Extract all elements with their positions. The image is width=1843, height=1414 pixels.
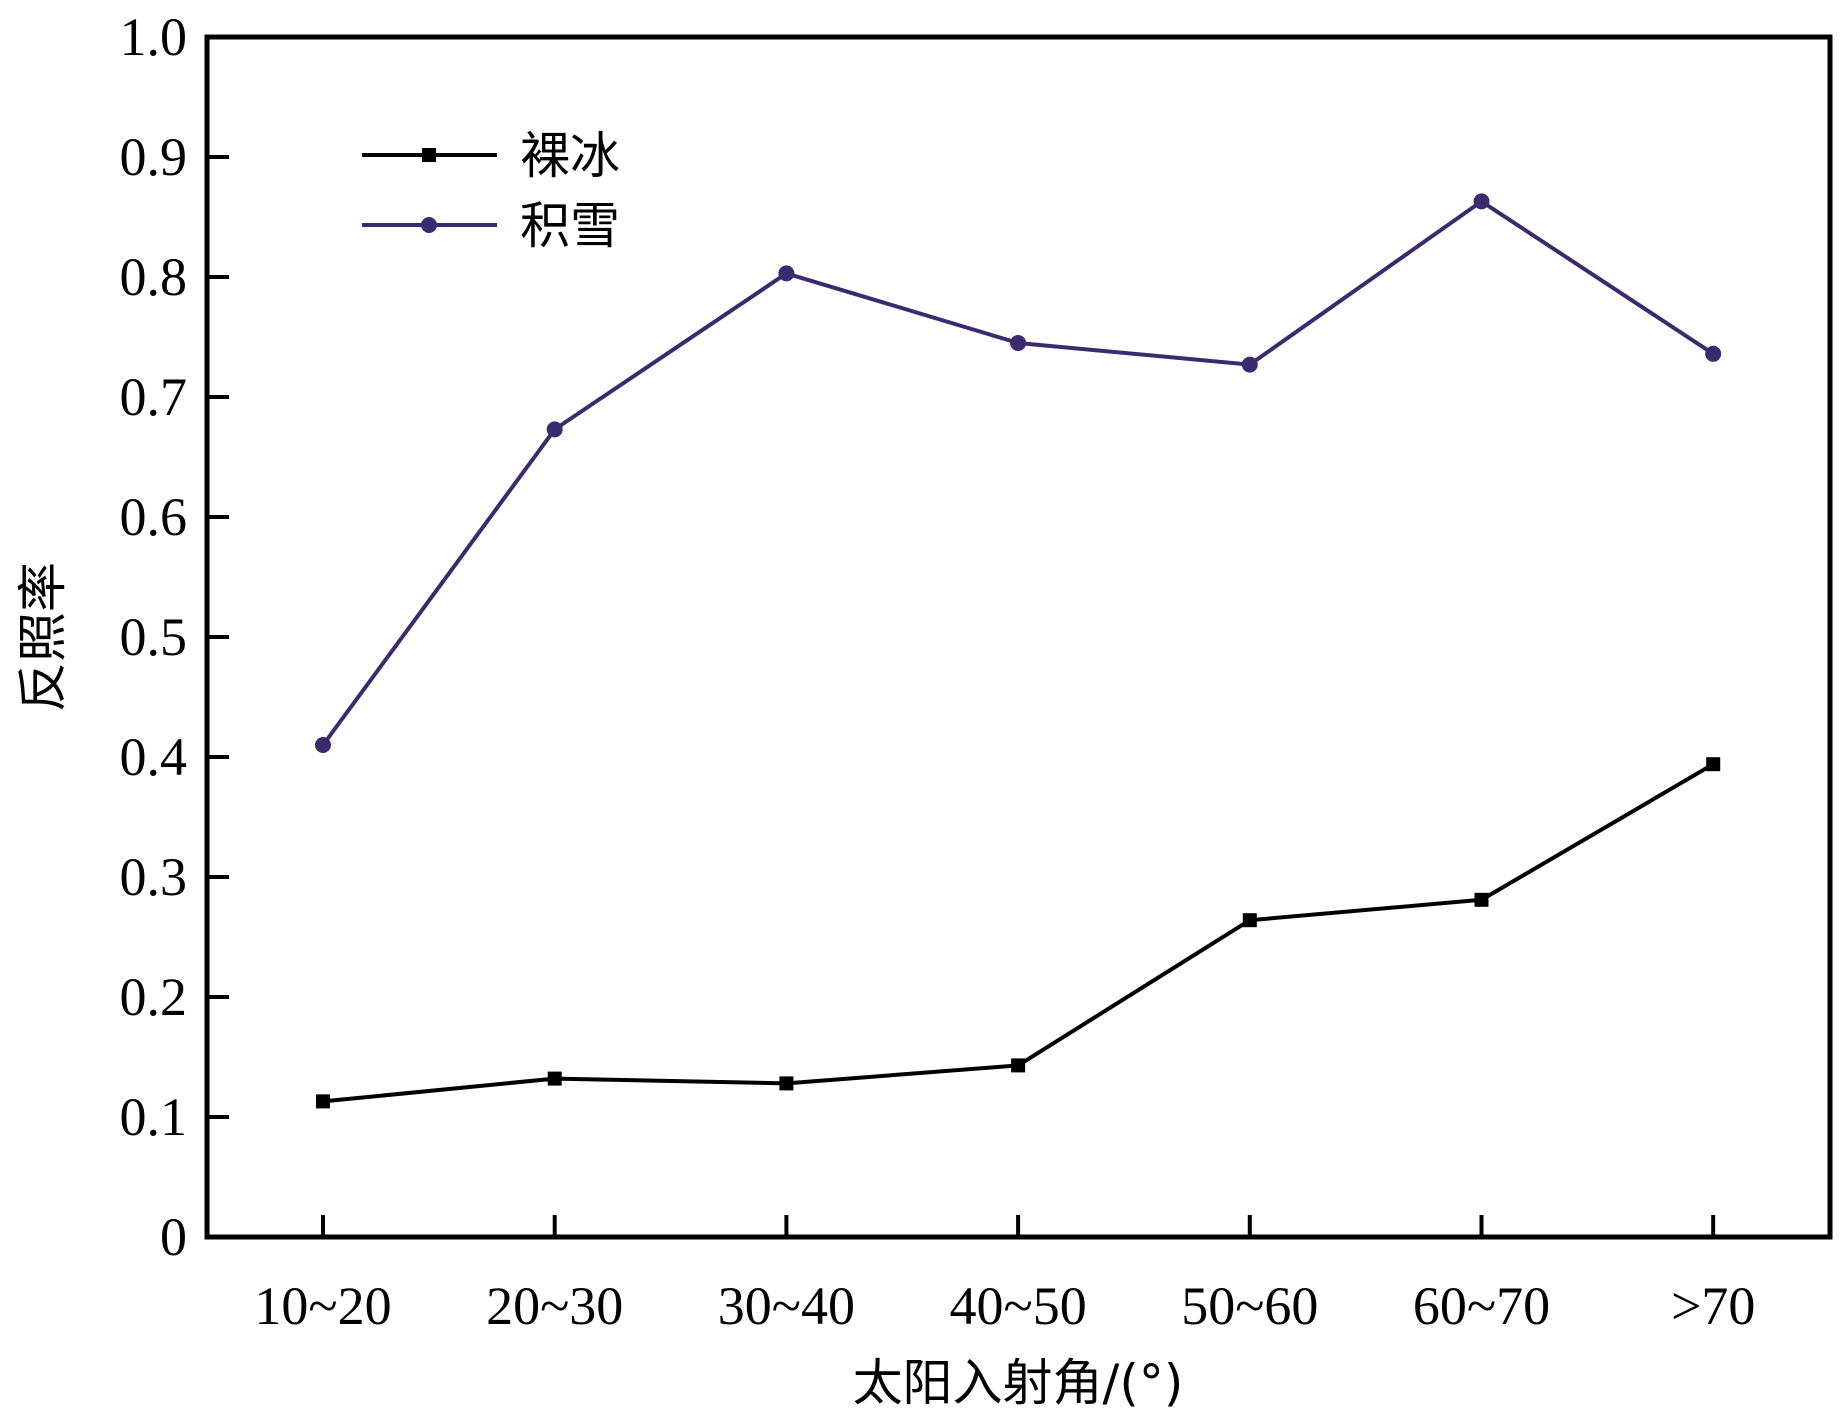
x-tick-label: 10~20: [254, 1276, 391, 1336]
y-tick-label: 0.5: [120, 607, 188, 667]
x-tick-label: 30~40: [718, 1276, 855, 1336]
legend-label-2: 积雪: [520, 197, 620, 255]
plot-frame: [204, 34, 1833, 1240]
y-axis-title: 反照率: [14, 562, 72, 712]
y-tick-label: 0: [160, 1207, 187, 1267]
series-2-point: [1241, 356, 1258, 373]
series-2-point: [778, 265, 795, 282]
y-tick-label: 0.9: [120, 127, 188, 187]
y-axis-ticks: 0 0.1 0.2 0.3 0.4 0.5 0.6 0.7 0.8 0.9 1.0: [120, 7, 229, 1267]
legend-marker-1: [422, 148, 436, 162]
series-1-point: [1242, 913, 1257, 928]
y-tick-label: 0.3: [120, 847, 188, 907]
series-line-2: [321, 199, 1715, 747]
x-axis-ticks: 10~20 20~30 30~40 40~50 50~60 60~70 >70: [254, 1215, 1755, 1336]
y-tick-label: 0.8: [120, 247, 188, 307]
series-1-point: [1706, 757, 1721, 772]
y-tick-label: 0.1: [120, 1087, 188, 1147]
x-tick-label: 50~60: [1181, 1276, 1318, 1336]
series-1-point: [547, 1071, 562, 1086]
y-tick-label: 1.0: [120, 7, 188, 67]
series-1-point: [1011, 1058, 1026, 1073]
x-axis-title: 太阳入射角/(°): [853, 1354, 1184, 1412]
series-1-point: [779, 1076, 794, 1091]
y-tick-label: 0.7: [120, 367, 188, 427]
x-tick-label: 60~70: [1413, 1276, 1550, 1336]
y-tick-label: 0.2: [120, 967, 188, 1027]
series-2-point: [1473, 193, 1490, 210]
series-layer: [315, 193, 1722, 1109]
y-tick-label: 0.6: [120, 487, 188, 547]
legend-label-1: 裸冰: [520, 127, 620, 185]
x-tick-label: 20~30: [486, 1276, 623, 1336]
series-1-point: [316, 1094, 330, 1109]
series-2-point: [1010, 335, 1027, 351]
y-tick-label: 0.4: [120, 727, 188, 787]
series-2-point: [546, 421, 563, 438]
series-2-point: [1705, 345, 1722, 362]
legend-marker-2: [421, 217, 437, 233]
x-tick-label: >70: [1671, 1276, 1755, 1336]
series-1-point: [1474, 892, 1489, 907]
series-2-point: [315, 737, 331, 753]
x-tick-label: 40~50: [949, 1276, 1086, 1336]
series-line-1: [322, 762, 1715, 1104]
